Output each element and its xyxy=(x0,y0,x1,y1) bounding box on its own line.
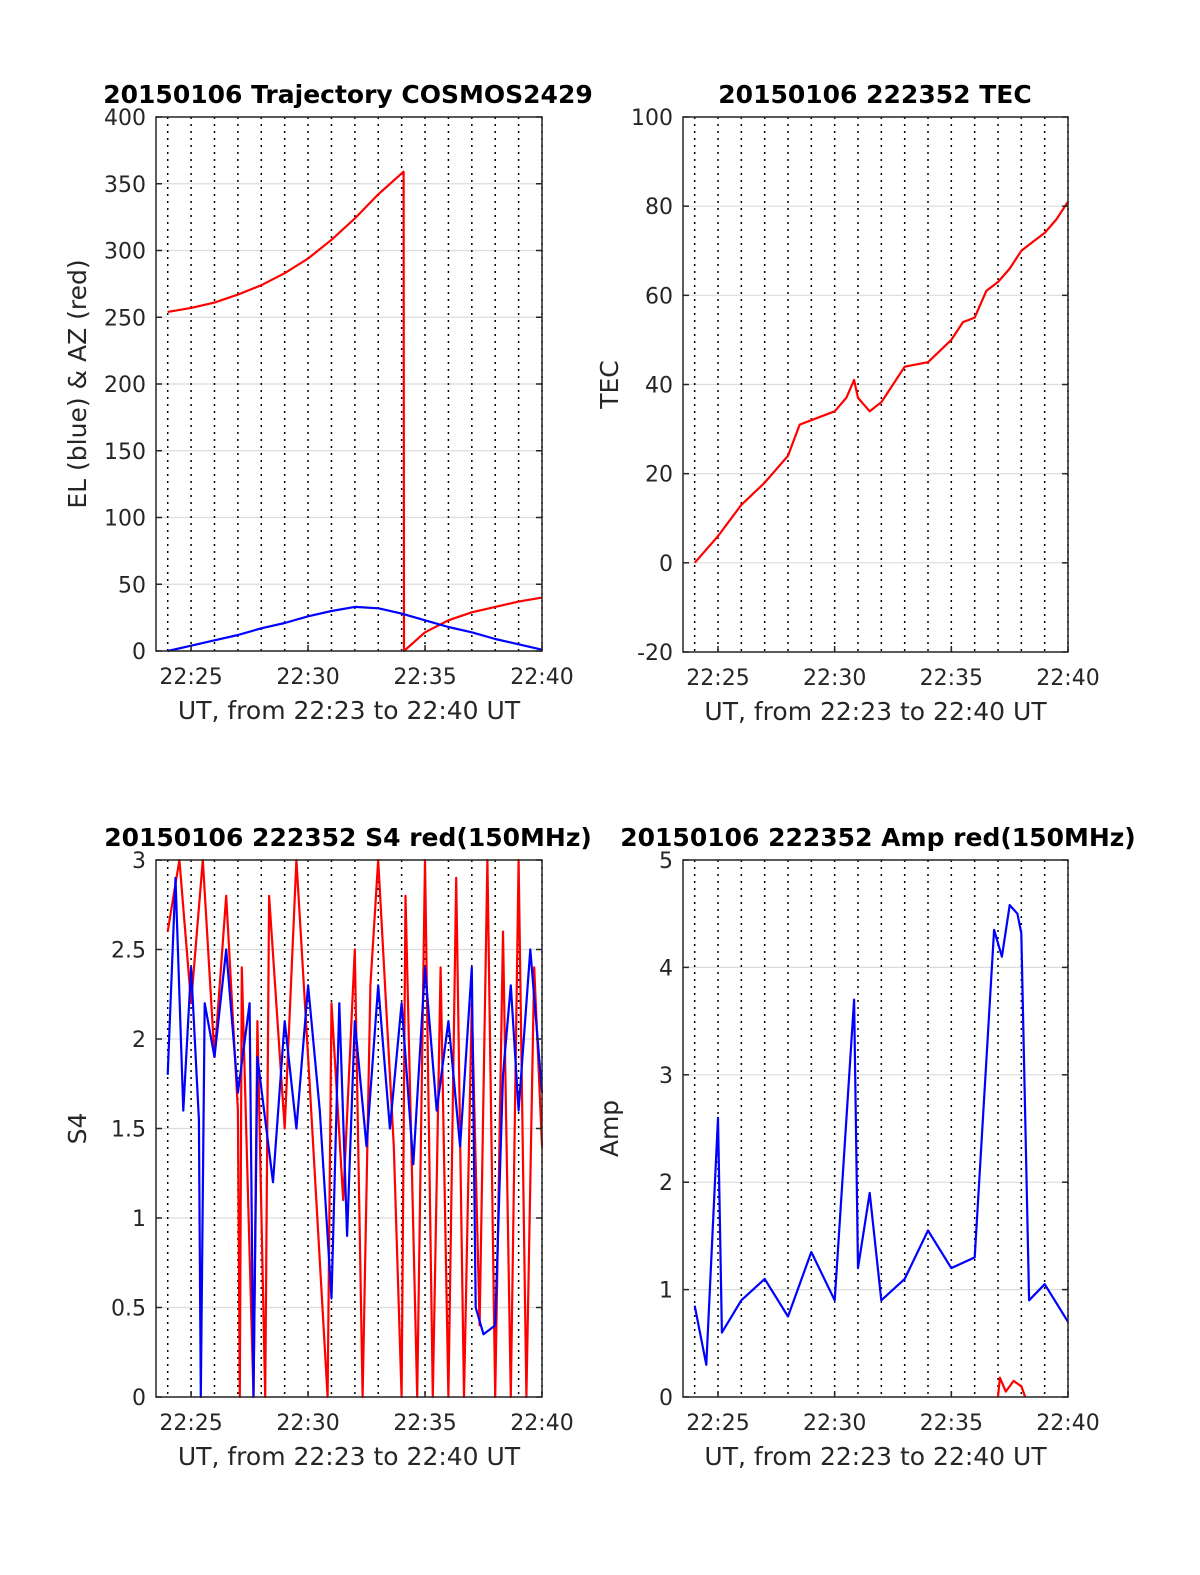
amp-ytick-label: 0 xyxy=(659,1386,673,1411)
trajectory-ytick-label: 50 xyxy=(118,573,146,598)
trajectory-xlabel: UT, from 22:23 to 22:40 UT xyxy=(178,696,521,725)
s4-xtick-label: 22:40 xyxy=(510,1411,573,1436)
s4-xtick-label: 22:25 xyxy=(159,1411,222,1436)
trajectory-xtick-label: 22:30 xyxy=(276,665,339,690)
tec-chart: -20 0 20 40 60 80 100 22:25 22:30 22:35 22:40 UT, f… xyxy=(595,80,1100,726)
trajectory-ytick-label: 350 xyxy=(104,173,146,198)
trajectory-ytick-label: 300 xyxy=(104,240,146,265)
amp-ytick-label: 2 xyxy=(659,1171,673,1196)
trajectory-ylabel: EL (blue) & AZ (red) xyxy=(63,259,92,508)
amp-ytick-label: 4 xyxy=(659,956,673,981)
trajectory-ytick-label: 250 xyxy=(104,306,146,331)
s4-ytick-label: 2.5 xyxy=(111,939,146,964)
trajectory-ytick-label: 400 xyxy=(104,106,146,131)
amp-ytick-label: 3 xyxy=(659,1064,673,1089)
amp-chart: 0 1 2 3 4 5 22:25 22:30 22:35 22:40 UT, from 22:23… xyxy=(595,823,1136,1471)
amp-series-1 xyxy=(693,903,1069,1366)
s4-title: 20150106 222352 S4 red(150MHz) xyxy=(104,823,592,852)
s4-xlabel: UT, from 22:23 to 22:40 UT xyxy=(178,1442,521,1471)
trajectory-ytick-label: 100 xyxy=(104,507,146,532)
tec-ytick-label: -20 xyxy=(637,641,673,666)
trajectory-title: 20150106 Trajectory COSMOS2429 xyxy=(103,80,593,109)
tec-xtick-label: 22:30 xyxy=(803,666,866,691)
amp-axes-box xyxy=(682,859,1069,1398)
s4-ytick-label: 2 xyxy=(132,1028,146,1053)
tec-xtick-label: 22:25 xyxy=(686,666,749,691)
tec-xtick-label: 22:35 xyxy=(920,666,983,691)
tec-ytick-label: 60 xyxy=(645,284,673,309)
tec-xtick-label: 22:40 xyxy=(1036,666,1099,691)
s4-xtick-label: 22:35 xyxy=(393,1411,456,1436)
amp-ytick-label: 5 xyxy=(659,849,673,874)
s4-ytick-label: 0.5 xyxy=(111,1297,146,1322)
s4-ytick-label: 3 xyxy=(132,849,146,874)
trajectory-xtick-label: 22:25 xyxy=(159,665,222,690)
trajectory-ytick-label: 0 xyxy=(132,640,146,665)
amp-title: 20150106 222352 Amp red(150MHz) xyxy=(620,823,1136,852)
trajectory-xtick-label: 22:35 xyxy=(393,665,456,690)
amp-series-0 xyxy=(996,1376,1027,1398)
trajectory-xtick-label: 22:40 xyxy=(510,665,573,690)
amp-ytick-label: 1 xyxy=(659,1279,673,1304)
amp-xtick-label: 22:35 xyxy=(920,1411,983,1436)
s4-ytick-label: 1.5 xyxy=(111,1118,146,1143)
tec-ytick-label: 100 xyxy=(631,106,673,131)
tec-ylabel: TEC xyxy=(595,360,624,410)
tec-title: 20150106 222352 TEC xyxy=(718,80,1031,109)
s4-ytick-label: 1 xyxy=(132,1207,146,1232)
amp-xtick-label: 22:40 xyxy=(1036,1411,1099,1436)
s4-ytick-label: 0 xyxy=(132,1386,146,1411)
tec-ytick-label: 20 xyxy=(645,463,673,488)
tec-ytick-label: 80 xyxy=(645,195,673,220)
s4-series-1 xyxy=(166,876,544,1399)
amp-xtick-label: 22:25 xyxy=(686,1411,749,1436)
trajectory-ytick-label: 200 xyxy=(104,373,146,398)
tec-ytick-label: 0 xyxy=(659,552,673,577)
tec-ytick-label: 40 xyxy=(645,374,673,399)
s4-chart: 0 0.5 1 1.5 2 2.5 3 22:25 22:30 22:35 22:40 UT, fro… xyxy=(63,823,592,1471)
s4-ylabel: S4 xyxy=(63,1113,92,1145)
trajectory-chart: 0 50 100 150 200 250 300 350 400 22:25 22:30 22:35 2… xyxy=(63,80,593,725)
tec-xlabel: UT, from 22:23 to 22:40 UT xyxy=(704,697,1047,726)
trajectory-series-1 xyxy=(167,605,543,653)
s4-xtick-label: 22:30 xyxy=(276,1411,339,1436)
trajectory-series-0 xyxy=(167,170,543,653)
tec-series-0 xyxy=(693,201,1069,564)
amp-xtick-label: 22:30 xyxy=(803,1411,866,1436)
amp-xlabel: UT, from 22:23 to 22:40 UT xyxy=(704,1442,1047,1471)
trajectory-ytick-label: 150 xyxy=(104,440,146,465)
amp-ylabel: Amp xyxy=(595,1100,624,1157)
